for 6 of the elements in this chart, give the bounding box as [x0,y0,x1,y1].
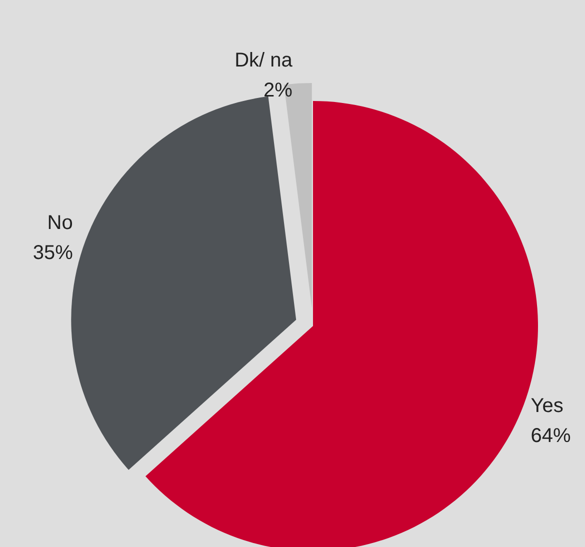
data-label: 64% [530,424,572,447]
data-label: 2% [263,79,293,102]
slice-label: Yes [530,394,564,417]
slice-label: Dk/ na [234,49,294,72]
data-label: 35% [32,242,74,264]
slice-label: No [47,212,73,234]
